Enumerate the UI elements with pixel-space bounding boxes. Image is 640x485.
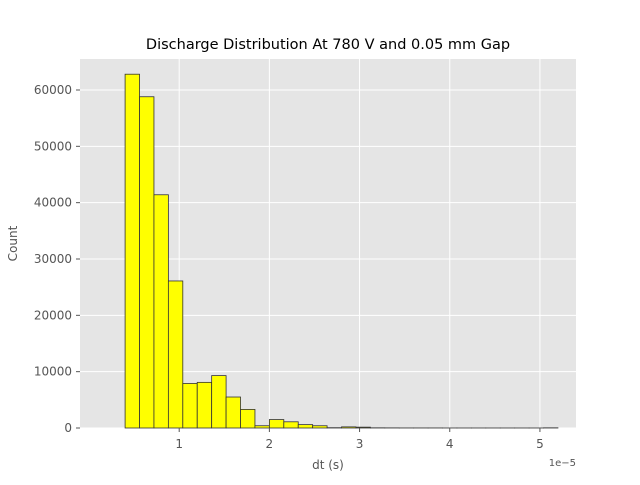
x-tick-label-2: 3: [356, 437, 364, 451]
y-tick-label-2: 20000: [34, 308, 72, 322]
x-tick-label-0: 1: [175, 437, 183, 451]
y-tick-label-6: 60000: [34, 83, 72, 97]
x-tick-label-1: 2: [266, 437, 274, 451]
x-axis-label: dt (s): [312, 458, 344, 472]
x-axis-offset-label: 1e−5: [549, 458, 576, 469]
y-tick-label-3: 30000: [34, 252, 72, 266]
histogram-bar-13: [313, 426, 327, 428]
histogram-bar-1: [140, 97, 154, 428]
y-tick-label-5: 50000: [34, 139, 72, 153]
histogram-bar-8: [241, 409, 255, 428]
histogram-bar-2: [154, 195, 168, 428]
histogram-bar-11: [284, 422, 298, 428]
x-tick-label-4: 5: [536, 437, 544, 451]
histogram-bar-9: [255, 426, 269, 428]
histogram-bar-16: [356, 427, 370, 428]
histogram-bar-12: [298, 425, 312, 428]
histogram-bar-3: [168, 281, 182, 428]
x-tick-label-3: 4: [446, 437, 454, 451]
histogram-bar-6: [212, 376, 226, 428]
y-axis-label: Count: [6, 225, 20, 261]
y-tick-label-1: 10000: [34, 365, 72, 379]
y-tick-label-4: 40000: [34, 196, 72, 210]
histogram-bar-0: [125, 74, 139, 428]
histogram-bar-4: [183, 383, 197, 428]
histogram-bar-5: [197, 382, 211, 428]
x-axis-ticks: 1 2 3 4 5: [175, 428, 543, 451]
chart-title: Discharge Distribution At 780 V and 0.05…: [146, 37, 510, 53]
histogram-bar-15: [342, 427, 356, 428]
histogram-bar-10: [269, 420, 283, 428]
y-axis-ticks: 0 10000 20000 30000 40000 50000 60000: [34, 83, 80, 435]
y-tick-label-0: 0: [64, 421, 72, 435]
histogram-bar-7: [226, 397, 240, 428]
